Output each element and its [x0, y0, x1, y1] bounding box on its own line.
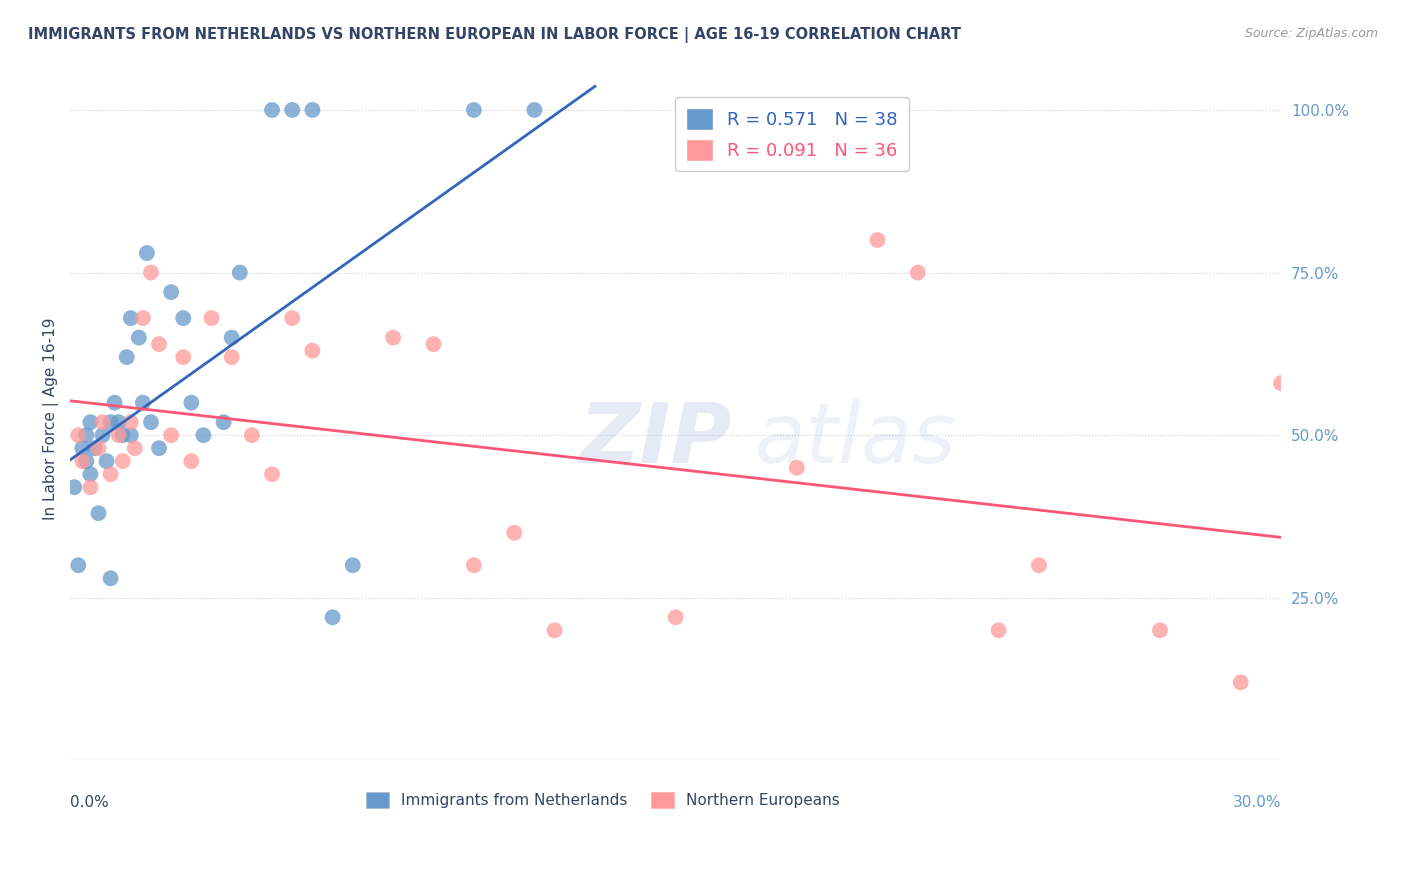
Immigrants from Netherlands: [135, 246, 157, 260]
Immigrants from Netherlands: [120, 428, 142, 442]
Northern Europeans: [107, 428, 129, 442]
Immigrants from Netherlands: [107, 415, 129, 429]
Immigrants from Netherlands: [72, 441, 94, 455]
Northern Europeans: [987, 624, 1010, 638]
Northern Europeans: [240, 428, 263, 442]
Immigrants from Netherlands: [229, 266, 252, 280]
Northern Europeans: [301, 343, 323, 358]
Immigrants from Netherlands: [75, 454, 97, 468]
Text: 0.0%: 0.0%: [70, 795, 110, 810]
Immigrants from Netherlands: [79, 415, 101, 429]
Immigrants from Netherlands: [193, 428, 215, 442]
Northern Europeans: [866, 233, 889, 247]
Immigrants from Netherlands: [100, 415, 122, 429]
Northern Europeans: [111, 454, 134, 468]
Text: ZIP: ZIP: [579, 399, 731, 480]
Immigrants from Netherlands: [115, 350, 138, 364]
Legend: Immigrants from Netherlands, Northern Europeans: Immigrants from Netherlands, Northern Eu…: [360, 786, 846, 814]
Northern Europeans: [260, 467, 283, 482]
Immigrants from Netherlands: [212, 415, 235, 429]
Northern Europeans: [91, 415, 114, 429]
Northern Europeans: [100, 467, 122, 482]
Immigrants from Netherlands: [132, 395, 155, 409]
Northern Europeans: [67, 428, 90, 442]
Immigrants from Netherlands: [111, 428, 134, 442]
Northern Europeans: [1149, 624, 1171, 638]
Immigrants from Netherlands: [342, 558, 364, 573]
Northern Europeans: [200, 311, 222, 326]
Immigrants from Netherlands: [172, 311, 194, 326]
Immigrants from Netherlands: [91, 428, 114, 442]
Immigrants from Netherlands: [221, 330, 243, 344]
Northern Europeans: [87, 441, 110, 455]
Northern Europeans: [382, 330, 405, 344]
Northern Europeans: [148, 337, 170, 351]
Immigrants from Netherlands: [104, 395, 127, 409]
Immigrants from Netherlands: [260, 103, 283, 117]
Northern Europeans: [160, 428, 183, 442]
Northern Europeans: [281, 311, 304, 326]
Immigrants from Netherlands: [180, 395, 202, 409]
Immigrants from Netherlands: [87, 506, 110, 520]
Immigrants from Netherlands: [120, 311, 142, 326]
Text: Source: ZipAtlas.com: Source: ZipAtlas.com: [1244, 27, 1378, 40]
Northern Europeans: [503, 525, 526, 540]
Northern Europeans: [1270, 376, 1292, 391]
Northern Europeans: [665, 610, 688, 624]
Northern Europeans: [463, 558, 485, 573]
Northern Europeans: [172, 350, 194, 364]
Immigrants from Netherlands: [523, 103, 546, 117]
Text: 30.0%: 30.0%: [1233, 795, 1281, 810]
Northern Europeans: [1028, 558, 1050, 573]
Text: atlas: atlas: [755, 399, 956, 480]
Northern Europeans: [139, 266, 162, 280]
Immigrants from Netherlands: [322, 610, 344, 624]
Northern Europeans: [422, 337, 444, 351]
Northern Europeans: [786, 460, 808, 475]
Immigrants from Netherlands: [160, 285, 183, 299]
Immigrants from Netherlands: [301, 103, 323, 117]
Northern Europeans: [221, 350, 243, 364]
Northern Europeans: [120, 415, 142, 429]
Northern Europeans: [543, 624, 565, 638]
Northern Europeans: [132, 311, 155, 326]
Immigrants from Netherlands: [463, 103, 485, 117]
Northern Europeans: [124, 441, 146, 455]
Immigrants from Netherlands: [67, 558, 90, 573]
Immigrants from Netherlands: [96, 454, 118, 468]
Immigrants from Netherlands: [100, 571, 122, 585]
Immigrants from Netherlands: [75, 428, 97, 442]
Immigrants from Netherlands: [83, 441, 105, 455]
Immigrants from Netherlands: [128, 330, 150, 344]
Immigrants from Netherlands: [79, 467, 101, 482]
Northern Europeans: [72, 454, 94, 468]
Northern Europeans: [79, 480, 101, 494]
Northern Europeans: [907, 266, 929, 280]
Text: IMMIGRANTS FROM NETHERLANDS VS NORTHERN EUROPEAN IN LABOR FORCE | AGE 16-19 CORR: IMMIGRANTS FROM NETHERLANDS VS NORTHERN …: [28, 27, 962, 43]
Northern Europeans: [180, 454, 202, 468]
Immigrants from Netherlands: [281, 103, 304, 117]
Y-axis label: In Labor Force | Age 16-19: In Labor Force | Age 16-19: [44, 318, 59, 520]
Immigrants from Netherlands: [63, 480, 86, 494]
Immigrants from Netherlands: [148, 441, 170, 455]
Immigrants from Netherlands: [139, 415, 162, 429]
Northern Europeans: [1229, 675, 1251, 690]
